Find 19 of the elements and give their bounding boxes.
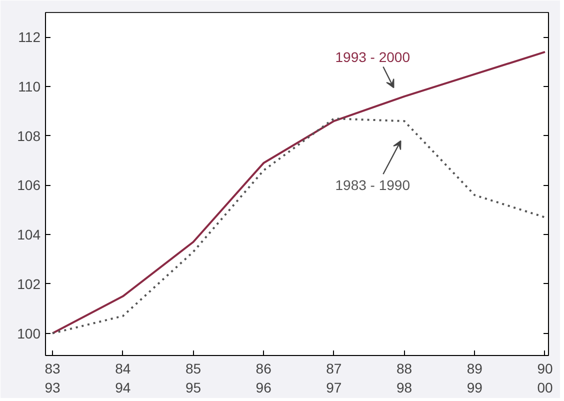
x-tick-label: 85 95 bbox=[185, 360, 202, 396]
y-tick-label: 100 bbox=[17, 325, 41, 342]
x-tick-label: 90 00 bbox=[537, 360, 553, 396]
y-tick-label: 108 bbox=[17, 128, 41, 144]
line-series bbox=[52, 118, 546, 334]
x-tick-label: 83 93 bbox=[44, 360, 61, 396]
x-tick-label: 89 99 bbox=[466, 360, 483, 396]
y-tick-label: 104 bbox=[17, 226, 41, 243]
text: 1983 - 1990 bbox=[335, 177, 410, 194]
y-tick-label: 102 bbox=[17, 276, 41, 292]
y-tick-label: 110 bbox=[18, 78, 41, 95]
x-tick-label: 87 97 bbox=[326, 360, 342, 396]
x-tick-label: 88 98 bbox=[396, 360, 412, 396]
y-tick-label: 106 bbox=[17, 177, 41, 194]
line-series bbox=[52, 50, 546, 334]
y-tick-label: 112 bbox=[18, 29, 41, 46]
x-tick-label: 84 94 bbox=[115, 360, 131, 396]
text: 1993 - 2000 bbox=[335, 48, 410, 65]
x-tick-label: 86 96 bbox=[256, 360, 272, 396]
